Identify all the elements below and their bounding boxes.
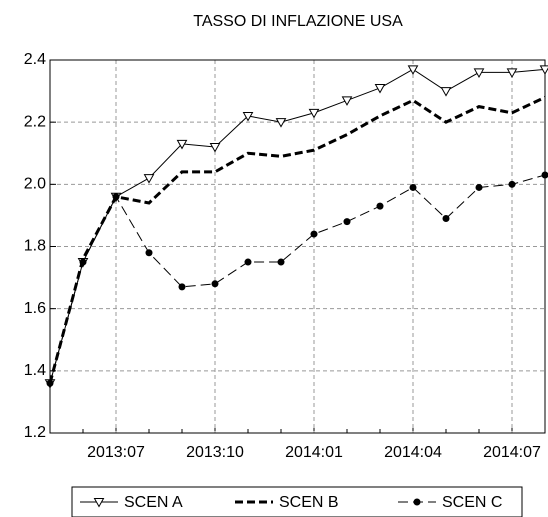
marker [211, 280, 219, 288]
legend-marker [413, 498, 421, 506]
marker [308, 108, 320, 119]
marker [409, 183, 417, 191]
marker [473, 68, 485, 78]
x-tick-label: 2013:07 [87, 444, 145, 461]
marker [176, 139, 188, 150]
x-tick-label: 2014:04 [384, 444, 442, 461]
y-tick-label: 2.2 [24, 113, 46, 130]
marker [143, 174, 155, 184]
marker [539, 65, 548, 75]
series-line [48, 95, 546, 384]
marker [310, 230, 318, 238]
marker [79, 258, 87, 266]
marker [112, 193, 120, 201]
marker [343, 218, 351, 226]
legend-box [71, 486, 523, 517]
marker [407, 65, 419, 75]
marker [508, 180, 516, 188]
legend-label: SCEN B [279, 494, 339, 511]
y-tick-label: 1.6 [24, 300, 46, 317]
marker [178, 283, 186, 291]
marker [376, 202, 384, 210]
x-tick-label: 2013:10 [186, 444, 244, 461]
x-tick-label: 2014:07 [483, 444, 541, 461]
chart-title: TASSO DI INFLAZIONE USA [193, 13, 403, 30]
marker [442, 215, 450, 223]
legend-label: SCEN A [124, 494, 183, 511]
y-tick-label: 1.4 [24, 362, 46, 379]
legend-marker [93, 498, 105, 508]
marker [46, 379, 54, 387]
plot-frame [49, 59, 546, 434]
y-tick-label: 2.0 [24, 176, 46, 193]
legend-label: SCEN C [442, 494, 502, 511]
marker [209, 143, 221, 153]
y-tick-label: 2.4 [24, 51, 46, 68]
marker [277, 258, 285, 266]
marker [541, 171, 548, 179]
x-tick-label: 2014:01 [285, 444, 343, 461]
series-line [49, 68, 546, 384]
y-tick-label: 1.8 [24, 238, 46, 255]
marker [242, 111, 254, 122]
marker [440, 87, 452, 97]
marker [506, 68, 518, 78]
marker [145, 249, 153, 257]
marker [244, 258, 252, 266]
marker [275, 118, 287, 128]
y-tick-label: 1.2 [24, 424, 46, 441]
series-line [49, 174, 546, 384]
marker [374, 83, 386, 94]
marker [475, 183, 483, 191]
marker [341, 96, 353, 106]
